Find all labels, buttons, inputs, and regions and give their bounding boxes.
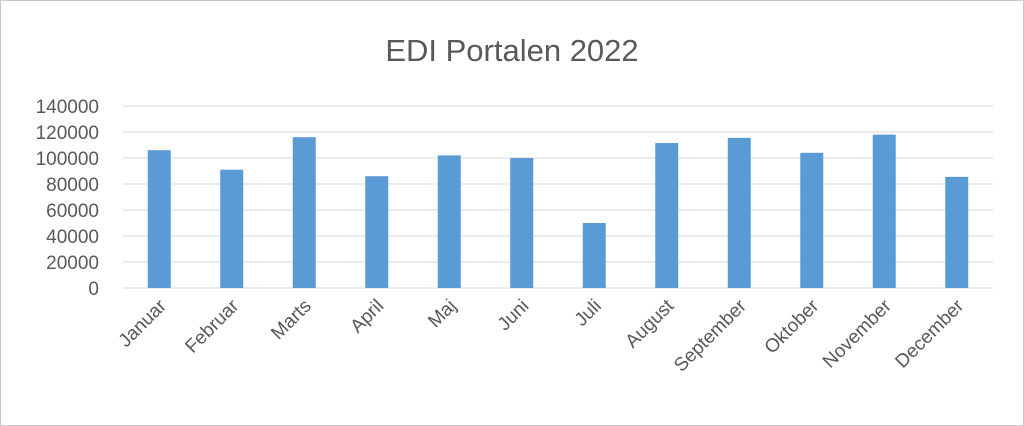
x-axis-ticks: Januar Februar Marts April Maj Juni Juli August… [115,295,969,376]
bar-april [365,176,389,288]
bar-juni [510,158,534,288]
y-tick-label: 120000 [36,123,99,144]
y-axis-ticks: 0 20000 40000 60000 80000 100000 120000 140000 [36,97,99,300]
bars [147,134,969,288]
bar-juli [582,223,606,288]
bar-marts [292,137,316,288]
y-tick-label: 40000 [46,227,99,248]
y-tick-label: 80000 [46,175,99,196]
y-tick-label: 60000 [46,201,99,222]
x-tick-label: Oktober [761,295,824,358]
bar-august [655,143,679,288]
bar-november [872,134,896,288]
bar-september [727,137,751,288]
y-tick-label: 100000 [36,149,99,170]
x-tick-label: Marts [267,296,315,344]
bar-januar [147,150,171,288]
x-tick-label: April [347,296,389,338]
x-tick-label: Januar [115,295,171,351]
bar-februar [220,169,244,288]
y-tick-label: 140000 [36,97,99,118]
bar-oktober [800,152,824,288]
x-tick-label: November [819,295,896,372]
x-tick-label: December [891,295,968,372]
y-tick-label: 20000 [46,253,99,274]
x-tick-label: Juni [494,296,533,335]
x-tick-label: Maj [424,296,461,333]
chart-title: EDI Portalen 2022 [385,33,638,68]
bar-december [945,176,969,288]
x-tick-label: September [670,295,751,376]
gridlines [123,105,993,289]
bar-maj [437,155,461,288]
x-tick-label: Februar [181,295,243,357]
x-tick-label: August [622,295,679,352]
x-tick-label: Juli [571,296,606,331]
y-tick-label: 0 [88,279,99,300]
